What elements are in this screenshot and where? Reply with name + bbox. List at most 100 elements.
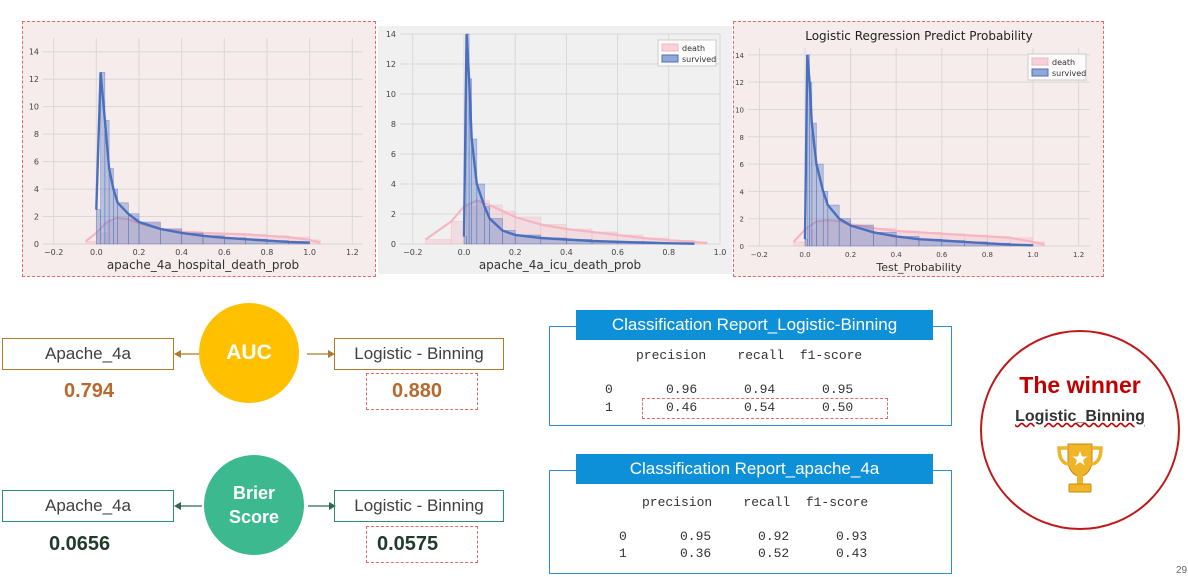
x-tick-label: 0.2 xyxy=(509,248,522,257)
y-tick-label: 0 xyxy=(740,243,744,251)
winner-title: The winner xyxy=(1019,372,1141,398)
y-tick-label: 6 xyxy=(740,161,745,169)
auc-logistic-label: Logistic - Binning xyxy=(334,338,504,370)
x-axis-label: apache_4a_hospital_death_prob xyxy=(107,258,299,272)
auc-apache-label: Apache_4a xyxy=(2,338,174,370)
survived-curve xyxy=(462,33,695,245)
brier-apache-label-text: Apache_4a xyxy=(44,496,132,515)
report-apache-row1-class: 1 xyxy=(619,546,627,561)
death-curve xyxy=(792,218,1045,246)
survived-bar xyxy=(96,209,101,245)
survived-bar xyxy=(489,218,503,245)
brier-apache-value: 0.0656 xyxy=(49,533,111,555)
report-logistic-title: Classification Report_Logistic-Binning xyxy=(576,310,933,340)
y-tick-label: 12 xyxy=(386,60,396,69)
legend-label: death xyxy=(1052,58,1075,67)
death-bar xyxy=(85,240,97,245)
x-tick-label: 0.0 xyxy=(90,248,103,257)
auc-right-arrow xyxy=(307,350,335,358)
y-tick-label: 4 xyxy=(34,185,39,194)
brier-circle-line1: Brier xyxy=(232,483,276,503)
auc-apache-label-text: Apache_4a xyxy=(44,344,132,363)
y-tick-label: 6 xyxy=(34,158,39,167)
death-bar xyxy=(450,221,465,245)
x-tick-label: 1.2 xyxy=(346,248,359,257)
brier-circle: Brier Score xyxy=(204,455,304,555)
auc-logistic-value: 0.880 xyxy=(392,380,443,402)
x-tick-label: 0.0 xyxy=(458,248,471,257)
brier-logistic-label-text: Logistic - Binning xyxy=(354,496,484,515)
report-apache-row1-values: 0.36 0.52 0.43 xyxy=(680,546,868,561)
auc-circle-label: AUC xyxy=(226,341,272,364)
x-tick-label: 1.0 xyxy=(714,248,727,257)
survived-curve xyxy=(803,54,1034,247)
y-tick-label: 2 xyxy=(391,210,396,219)
y-tick-label: 8 xyxy=(740,134,744,142)
y-tick-label: 0 xyxy=(34,240,39,249)
x-axis-label: Test_Probability xyxy=(875,261,962,274)
y-tick-label: 0 xyxy=(391,240,396,249)
y-tick-label: 12 xyxy=(735,79,744,87)
auc-circle: AUC xyxy=(199,303,299,403)
auc-logistic-value-box xyxy=(366,373,478,410)
report-logistic-row0-values: 0.96 0.94 0.95 xyxy=(666,382,854,397)
brier-logistic-value: 0.0575 xyxy=(377,533,439,555)
report-logistic-row1-values: 0.46 0.54 0.50 xyxy=(666,400,854,415)
x-axis-label: apache_4a_icu_death_prob xyxy=(479,258,641,272)
page-number: 29 xyxy=(1176,565,1188,576)
brier-right-arrow xyxy=(308,502,336,510)
y-tick-label: 6 xyxy=(391,150,396,159)
brier-logistic-label: Logistic - Binning xyxy=(334,490,504,522)
report-logistic-header: precision recall f1-score xyxy=(636,348,863,363)
y-tick-label: 14 xyxy=(386,30,396,39)
x-tick-label: 1.0 xyxy=(1027,251,1038,259)
x-tick-label: −0.2 xyxy=(403,248,422,257)
trophy-icon xyxy=(1057,443,1103,493)
x-tick-label: −0.2 xyxy=(44,248,63,257)
x-tick-label: 0.4 xyxy=(560,248,573,257)
x-tick-label: 0.4 xyxy=(175,248,188,257)
x-tick-label: 0.2 xyxy=(133,248,146,257)
chart-logistic-predict-prob: −0.2 0.0 0.2 0.4 0.6 0.8 1.0 1.2 0 2 4 6 8 10 12 14 Test… xyxy=(735,29,1090,274)
y-tick-label: 4 xyxy=(391,180,396,189)
y-tick-label: 10 xyxy=(386,90,396,99)
x-tick-label: 1.0 xyxy=(303,248,316,257)
y-tick-label: 14 xyxy=(29,48,39,57)
legend-label: survived xyxy=(1052,69,1086,78)
winner-circle xyxy=(980,330,1180,530)
y-tick-label: 10 xyxy=(735,106,744,114)
y-tick-label: 2 xyxy=(34,213,39,222)
winner-name: Logistic_Binning xyxy=(1015,408,1145,425)
report-logistic-row0-class: 0 xyxy=(605,382,613,397)
report-apache-row0-class: 0 xyxy=(619,529,627,544)
report-apache-title: Classification Report_apache_4a xyxy=(576,454,933,484)
y-tick-label: 4 xyxy=(740,188,745,196)
auc-left-arrow xyxy=(174,350,202,358)
auc-logistic-label-text: Logistic - Binning xyxy=(354,344,484,363)
report-apache-header: precision recall f1-score xyxy=(642,495,869,510)
report-logistic-row1-class: 1 xyxy=(605,400,613,415)
x-tick-label: 1.2 xyxy=(1073,251,1084,259)
legend-swatch xyxy=(1031,68,1049,77)
death-bar xyxy=(425,239,452,245)
report-logistic-row1-highlight xyxy=(642,398,888,419)
brier-circle-line2: Score xyxy=(228,507,280,527)
legend-swatch xyxy=(1031,57,1049,66)
x-tick-label: 0.6 xyxy=(611,248,624,257)
x-tick-label: 0.8 xyxy=(982,251,993,259)
x-tick-label: 0.0 xyxy=(799,251,810,259)
x-tick-label: 0.8 xyxy=(662,248,675,257)
chart-panel-logistic: −0.2 0.0 0.2 0.4 0.6 0.8 1.0 1.2 0 2 4 6 8 10 12 14 Test… xyxy=(733,21,1104,277)
y-tick-label: 10 xyxy=(29,103,39,112)
auc-apache-value: 0.794 xyxy=(64,380,115,402)
x-tick-label: 0.2 xyxy=(845,251,856,259)
chart-panel-hospital: −0.2 0.0 0.2 0.4 0.6 0.8 1.0 1.2 0 2 4 6 8 10 12 14 apac… xyxy=(22,21,376,277)
brier-logistic-value-box xyxy=(366,526,478,563)
chart-icu-death-prob: −0.2 0.0 0.2 0.4 0.6 0.8 1.0 0 2 4 6 8 10 12 14 apache_… xyxy=(386,30,727,272)
y-tick-label: 8 xyxy=(34,130,39,139)
brier-apache-label: Apache_4a xyxy=(2,490,174,522)
death-bar xyxy=(793,241,806,247)
death-curve xyxy=(424,199,708,245)
legend-swatch xyxy=(661,54,679,63)
x-tick-label: −0.2 xyxy=(751,251,768,259)
